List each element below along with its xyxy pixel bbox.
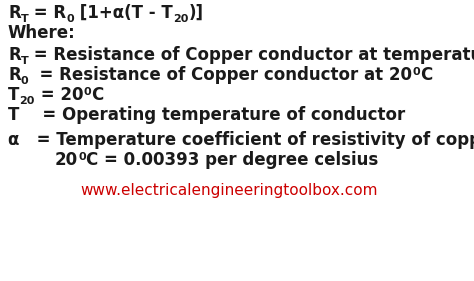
Text: 0: 0: [67, 14, 74, 24]
Text: 20: 20: [55, 151, 78, 169]
Text: 0: 0: [412, 67, 420, 77]
Text: Where:: Where:: [8, 24, 76, 42]
Text: )]: )]: [188, 4, 203, 22]
Text: 0: 0: [78, 152, 86, 162]
Text: 20: 20: [173, 14, 188, 24]
Text: C: C: [91, 86, 103, 104]
Text: = 20: = 20: [35, 86, 83, 104]
Text: = R: = R: [28, 4, 67, 22]
Text: T: T: [21, 14, 28, 24]
Text: R: R: [8, 46, 21, 64]
Text: www.electricalengineeringtoolbox.com: www.electricalengineeringtoolbox.com: [80, 183, 377, 198]
Text: T    = Operating temperature of conductor: T = Operating temperature of conductor: [8, 106, 405, 124]
Text: = Resistance of Copper conductor at 20: = Resistance of Copper conductor at 20: [28, 66, 412, 84]
Text: [1+α(T - T: [1+α(T - T: [74, 4, 173, 22]
Text: = Resistance of Copper conductor at temperature T: = Resistance of Copper conductor at temp…: [28, 46, 474, 64]
Text: C = 0.00393 per degree celsius: C = 0.00393 per degree celsius: [86, 151, 378, 169]
Text: C: C: [420, 66, 432, 84]
Text: α   = Temperature coefficient of resistivity of copper at: α = Temperature coefficient of resistivi…: [8, 131, 474, 149]
Text: T: T: [8, 86, 19, 104]
Text: 0: 0: [21, 76, 28, 86]
Text: R: R: [8, 66, 21, 84]
Text: 20: 20: [19, 96, 35, 106]
Text: T: T: [21, 56, 28, 66]
Text: 0: 0: [83, 87, 91, 97]
Text: R: R: [8, 4, 21, 22]
